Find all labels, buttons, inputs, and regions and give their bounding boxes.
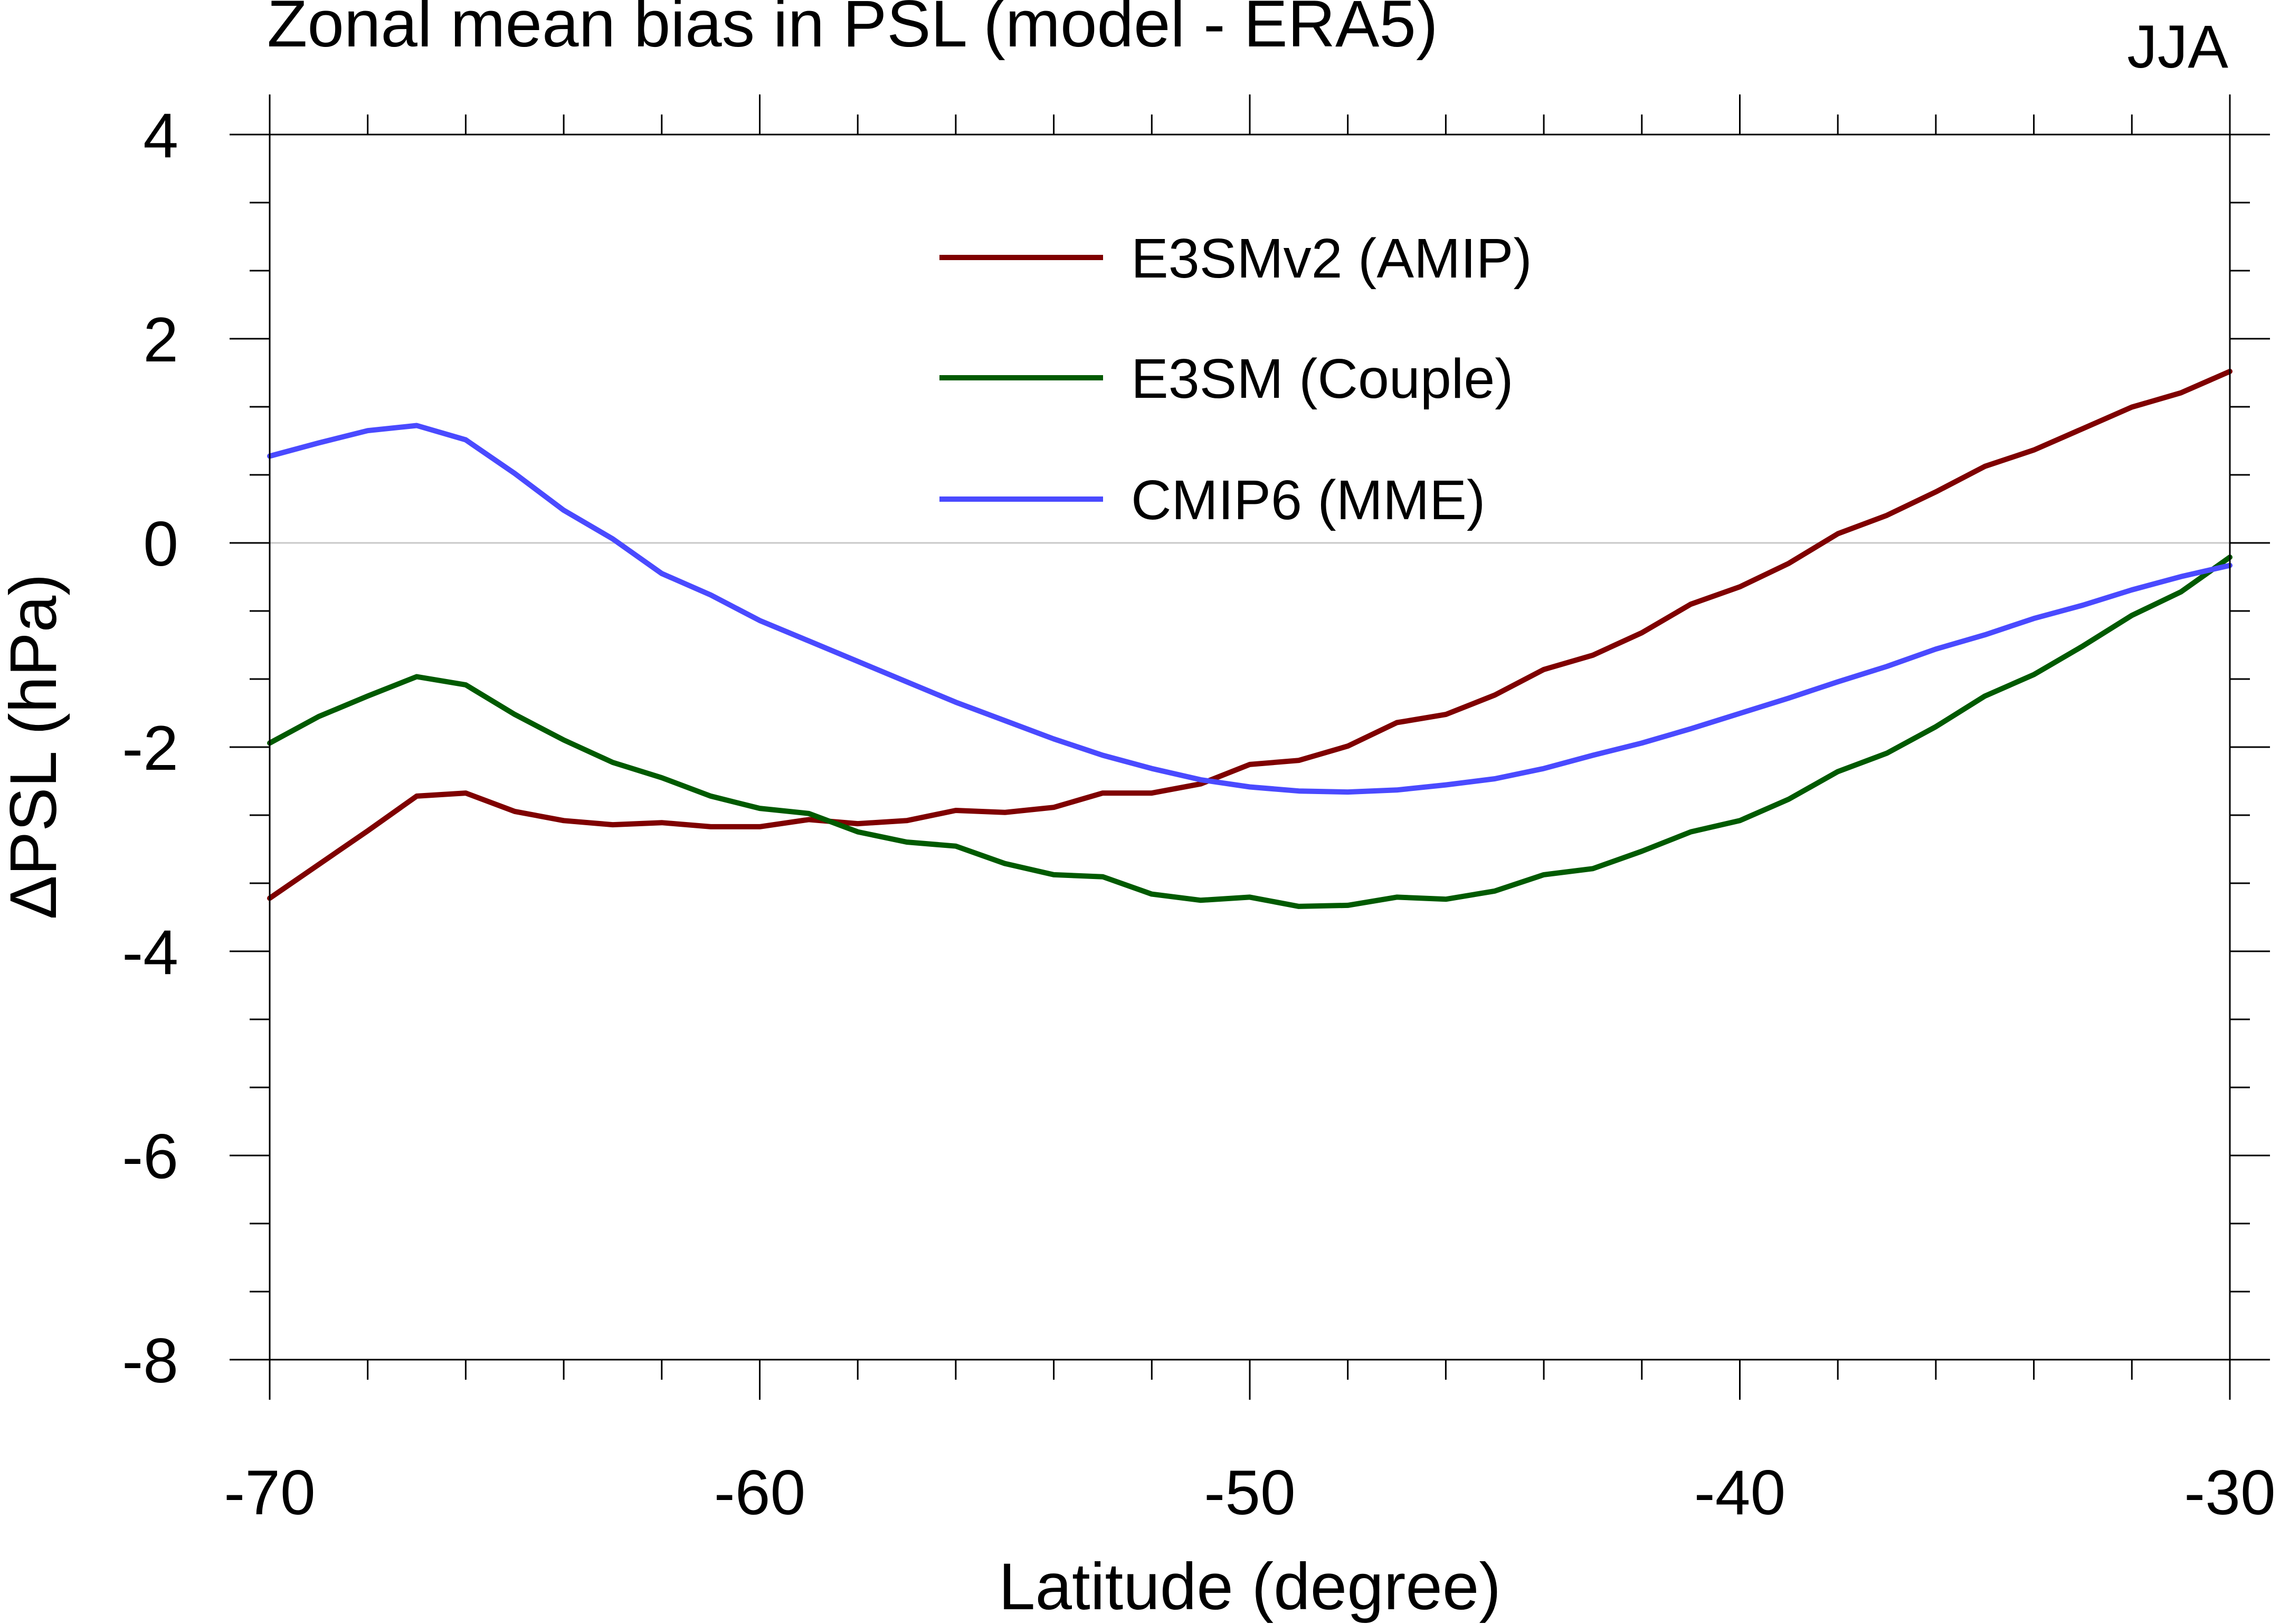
y-tick-label: -2 xyxy=(122,713,178,784)
axis-ticks xyxy=(230,94,2270,1400)
y-axis-label: ΔPSL (hPa) xyxy=(0,574,70,920)
series-line-e3smv2-amip xyxy=(267,368,2232,901)
legend-label-e3smv2-amip: E3SMv2 (AMIP) xyxy=(1131,227,1532,290)
x-tick-label: -70 xyxy=(224,1457,315,1528)
x-tick-label: -50 xyxy=(1204,1457,1295,1528)
season-label: JJA xyxy=(2127,13,2228,81)
y-tick-label: 0 xyxy=(143,509,178,579)
plot-frame xyxy=(269,133,2231,1361)
x-axis-label: Latitude (degree) xyxy=(999,1550,1501,1623)
series-lines xyxy=(267,368,2232,909)
x-tick-labels: -70 -60 -50 -40 -30 xyxy=(224,1457,2275,1528)
legend-label-cmip6-mme: CMIP6 (MME) xyxy=(1131,469,1485,531)
x-tick-label: -60 xyxy=(714,1457,805,1528)
chart-title: Zonal mean bias in PSL (model - ERA5) xyxy=(267,0,1438,61)
legend-label-e3sm-couple: E3SM (Couple) xyxy=(1131,348,1514,410)
y-tick-labels: -8 -6 -4 -2 0 2 4 xyxy=(122,100,178,1396)
x-tick-label: -40 xyxy=(1694,1457,1785,1528)
y-tick-label: -8 xyxy=(122,1325,178,1396)
series-line-e3sm-couple xyxy=(267,555,2232,909)
y-tick-label: -6 xyxy=(122,1121,178,1192)
legend: E3SMv2 (AMIP) E3SM (Couple) CMIP6 (MME) xyxy=(939,227,1532,531)
series-line-cmip6-mme xyxy=(267,423,2232,795)
y-tick-label: 4 xyxy=(143,100,178,171)
x-tick-label: -30 xyxy=(2184,1457,2275,1528)
y-tick-label: 2 xyxy=(143,304,178,375)
y-tick-label: -4 xyxy=(122,917,178,988)
